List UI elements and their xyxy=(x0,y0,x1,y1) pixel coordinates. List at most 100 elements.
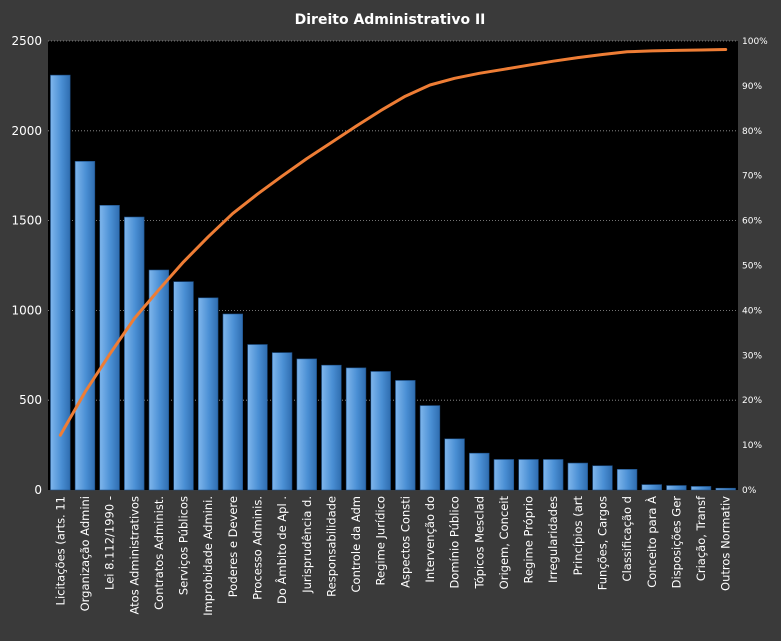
right-axis-tick-label: 60% xyxy=(742,217,762,227)
right-axis-tick-label: 90% xyxy=(742,82,762,92)
left-axis-tick-label: 2000 xyxy=(11,124,42,138)
bar xyxy=(148,269,170,491)
cumulative-line xyxy=(58,48,728,437)
cumulative-point xyxy=(527,64,530,67)
left-axis-tick-label: 1000 xyxy=(11,303,42,317)
right-axis-tick-label: 30% xyxy=(742,351,762,361)
bar xyxy=(271,352,293,491)
axes: 0 500 1000 1500 2000 2500 0% 10% 20% 30% 40% 50% 60%… xyxy=(11,34,768,616)
cumulative-point xyxy=(108,353,111,356)
left-axis-tick-label: 500 xyxy=(19,393,42,407)
category-label: Intervenção do xyxy=(423,496,437,583)
category-label: Regime Jurídico xyxy=(374,496,388,585)
category-label: Jurisprudência d. xyxy=(300,496,314,594)
bar xyxy=(592,465,613,491)
category-label: Controle da Adm xyxy=(349,496,363,592)
category-label: Responsabilidade xyxy=(324,496,338,597)
cumulative-point xyxy=(182,260,185,264)
category-label: Classificação d xyxy=(620,496,634,581)
category-label: Outros Normativ xyxy=(719,496,733,591)
bar xyxy=(690,486,712,491)
bar xyxy=(493,459,515,491)
chart-title: Direito Administrativo II xyxy=(295,12,486,28)
category-label: Origem, Conceit xyxy=(497,496,511,590)
cumulative-point xyxy=(551,60,555,63)
category-label: Tópicos Mesclad xyxy=(472,496,486,589)
right-axis-tick-label: 100% xyxy=(742,37,768,47)
category-label: Domínio Público xyxy=(448,496,462,589)
right-axis-tick-label: 50% xyxy=(742,262,762,272)
cumulative-point xyxy=(453,77,456,80)
right-axis-tick-label: 80% xyxy=(742,127,762,137)
bar xyxy=(321,364,342,491)
bar xyxy=(198,297,219,491)
cumulative-point xyxy=(699,48,703,52)
category-label: Aspectos Consti xyxy=(398,496,412,588)
category-label: Licitações (arts. 11 xyxy=(53,496,67,605)
bar xyxy=(616,469,638,491)
bar xyxy=(74,161,96,491)
category-label: Disposições Ger xyxy=(669,496,683,589)
cumulative-point xyxy=(428,83,432,87)
bar xyxy=(222,313,243,491)
category-label: Criação, Transf xyxy=(694,495,708,581)
category-label: Atos Administrativos xyxy=(127,496,141,615)
right-axis-tick-label: 70% xyxy=(742,172,762,182)
cumulative-point xyxy=(83,390,87,394)
bar xyxy=(296,358,317,491)
bar xyxy=(666,485,687,491)
cumulative-point xyxy=(379,109,382,112)
right-axis-tick-label: 40% xyxy=(742,306,762,316)
left-axis-tick-label: 2500 xyxy=(11,34,42,48)
right-axis-tick-label: 10% xyxy=(742,441,762,451)
category-label: Lei 8.112/1990 - xyxy=(103,496,117,590)
right-axis-tick-label: 0% xyxy=(742,486,757,496)
category-label: Irregularidades xyxy=(546,496,560,583)
bar xyxy=(173,281,194,491)
bar xyxy=(543,459,564,491)
bar xyxy=(419,405,441,491)
category-label: Organização Admini xyxy=(78,496,92,611)
category-label: Processo Adminis. xyxy=(250,496,264,600)
category-label: Do Âmbito de Apl . xyxy=(274,496,289,604)
cumulative-point xyxy=(625,50,629,53)
cumulative-point xyxy=(305,157,308,160)
bar xyxy=(370,371,391,491)
cumulative-point xyxy=(478,72,481,75)
bar xyxy=(444,438,465,491)
cumulative-point xyxy=(354,125,358,128)
cumulative-point xyxy=(404,95,407,98)
cumulative-point xyxy=(724,48,727,51)
left-axis-tick-label: 0 xyxy=(34,483,42,497)
category-label: Regime Próprio xyxy=(522,496,536,583)
category-label: Princípios (art xyxy=(571,496,585,576)
bar-series xyxy=(50,74,736,491)
right-axis-tick-label: 20% xyxy=(742,396,762,406)
cumulative-point xyxy=(675,49,678,52)
cumulative-point xyxy=(650,49,653,53)
bar xyxy=(518,459,539,491)
cumulative-point xyxy=(59,434,62,437)
cumulative-point xyxy=(256,192,259,196)
bar xyxy=(715,487,736,491)
bar xyxy=(567,462,588,491)
cumulative-point xyxy=(157,288,161,291)
category-label: Funções, Cargos xyxy=(595,496,609,590)
cumulative-point xyxy=(206,235,210,238)
bar xyxy=(345,367,367,491)
cumulative-point xyxy=(576,56,580,59)
cumulative-point xyxy=(601,53,604,56)
bar xyxy=(469,452,490,491)
category-label: Poderes e Devere xyxy=(226,496,240,597)
cumulative-point xyxy=(231,212,235,215)
cumulative-point xyxy=(330,141,333,144)
category-label: Conceito para À xyxy=(644,496,659,588)
bar xyxy=(124,216,145,491)
category-label: Serviços Públicos xyxy=(177,496,191,595)
left-axis-tick-label: 1500 xyxy=(11,214,42,228)
cumulative-point xyxy=(502,68,506,71)
line-series xyxy=(58,48,728,437)
bar xyxy=(99,205,120,491)
cumulative-point xyxy=(133,317,136,320)
